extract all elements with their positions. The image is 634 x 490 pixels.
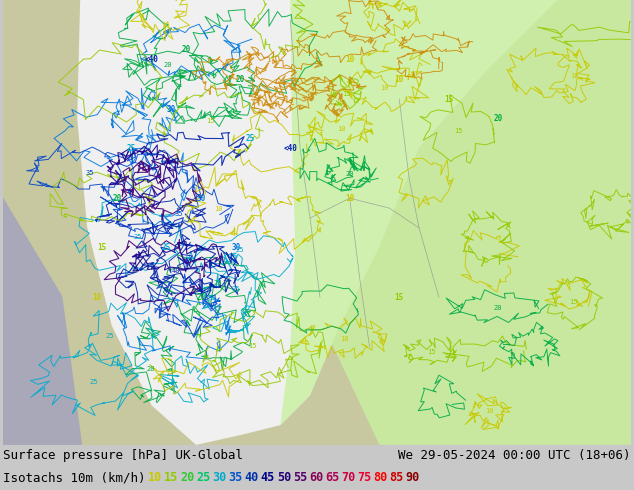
Text: 50: 50	[277, 471, 291, 485]
Text: 25: 25	[246, 134, 256, 143]
Text: 25: 25	[162, 243, 171, 252]
Text: <40: <40	[283, 144, 297, 153]
Text: 40: 40	[171, 269, 180, 274]
Text: 85: 85	[389, 471, 404, 485]
Text: 20: 20	[493, 305, 502, 311]
Text: 10: 10	[394, 75, 404, 84]
Text: 15: 15	[444, 95, 453, 103]
Text: 15: 15	[164, 471, 178, 485]
Text: 15: 15	[98, 243, 107, 252]
Text: 10: 10	[214, 206, 223, 212]
Text: 15: 15	[427, 349, 436, 355]
Text: 45: 45	[261, 471, 275, 485]
Text: 10: 10	[345, 55, 354, 64]
Text: 25: 25	[231, 286, 240, 292]
Text: 15: 15	[394, 293, 404, 302]
Text: 10: 10	[340, 336, 349, 342]
Text: 35: 35	[228, 471, 243, 485]
Text: 35: 35	[174, 211, 183, 217]
Text: 20: 20	[346, 171, 354, 177]
Text: 70: 70	[341, 471, 356, 485]
Text: We 29-05-2024 00:00 UTC (18+06): We 29-05-2024 00:00 UTC (18+06)	[399, 449, 631, 463]
Text: 15: 15	[569, 299, 578, 305]
Polygon shape	[82, 0, 261, 119]
Text: 25: 25	[89, 379, 98, 385]
Text: Surface pressure [hPa] UK-Global: Surface pressure [hPa] UK-Global	[3, 449, 243, 463]
Text: 20: 20	[180, 471, 195, 485]
Text: 15: 15	[249, 343, 257, 349]
Text: 20: 20	[197, 293, 205, 302]
Text: 40: 40	[245, 471, 259, 485]
Text: 75: 75	[358, 471, 372, 485]
Text: 25: 25	[134, 234, 142, 240]
Text: 10: 10	[93, 293, 101, 302]
Text: 65: 65	[325, 471, 339, 485]
Text: 15: 15	[342, 91, 351, 98]
Text: 20: 20	[112, 194, 122, 203]
Text: 80: 80	[373, 471, 387, 485]
Text: 20: 20	[236, 75, 245, 84]
Polygon shape	[310, 0, 631, 445]
Text: 20: 20	[494, 114, 503, 123]
Text: 60: 60	[309, 471, 323, 485]
Text: 30: 30	[167, 104, 176, 114]
Text: 10: 10	[571, 73, 579, 78]
Text: 25: 25	[105, 333, 114, 339]
Polygon shape	[271, 0, 359, 59]
Polygon shape	[3, 0, 82, 445]
Text: 20: 20	[214, 280, 222, 286]
Polygon shape	[77, 0, 558, 445]
Text: 20: 20	[146, 366, 155, 372]
Text: 10: 10	[148, 471, 162, 485]
Text: 30: 30	[231, 243, 240, 252]
Text: 20: 20	[164, 62, 172, 68]
Text: 10: 10	[486, 409, 494, 415]
Text: 10: 10	[345, 194, 354, 203]
Text: 10: 10	[380, 85, 388, 91]
Text: 25: 25	[236, 247, 244, 253]
Text: 10: 10	[337, 126, 346, 132]
Text: 30: 30	[212, 471, 226, 485]
Text: 90: 90	[406, 471, 420, 485]
Text: 20: 20	[181, 45, 191, 54]
Text: <40: <40	[145, 55, 158, 64]
Text: 35: 35	[86, 170, 94, 176]
Polygon shape	[280, 0, 558, 425]
Text: 15: 15	[205, 118, 214, 123]
Text: 30: 30	[197, 194, 205, 203]
Polygon shape	[241, 0, 310, 297]
Text: 55: 55	[293, 471, 307, 485]
Text: 25: 25	[127, 144, 136, 153]
Text: 25: 25	[197, 471, 210, 485]
Text: 15: 15	[454, 127, 463, 133]
Text: Isotachs 10m (km/h): Isotachs 10m (km/h)	[3, 471, 145, 485]
